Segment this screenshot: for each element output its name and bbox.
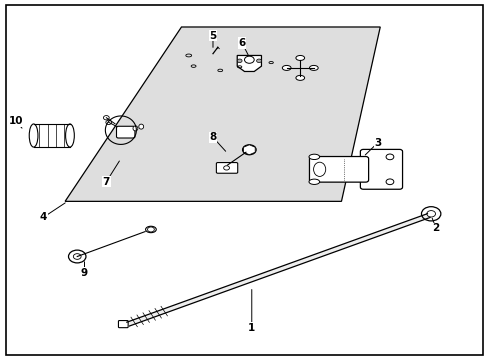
FancyBboxPatch shape (309, 157, 368, 182)
Polygon shape (237, 55, 261, 72)
Circle shape (256, 59, 261, 63)
FancyBboxPatch shape (216, 163, 237, 173)
Polygon shape (126, 214, 429, 326)
Polygon shape (65, 27, 380, 201)
Ellipse shape (308, 154, 319, 159)
Ellipse shape (295, 55, 304, 60)
FancyBboxPatch shape (116, 126, 135, 138)
Ellipse shape (309, 66, 318, 71)
Text: 4: 4 (40, 212, 47, 222)
Ellipse shape (282, 66, 290, 71)
Polygon shape (243, 145, 255, 155)
Text: 7: 7 (102, 177, 110, 187)
Ellipse shape (65, 124, 74, 147)
Ellipse shape (139, 124, 143, 129)
Text: 2: 2 (431, 223, 439, 233)
FancyBboxPatch shape (360, 149, 402, 189)
Text: 3: 3 (373, 138, 381, 148)
Text: 6: 6 (238, 38, 245, 48)
Text: 8: 8 (209, 132, 216, 142)
FancyBboxPatch shape (118, 320, 128, 328)
Ellipse shape (29, 124, 38, 147)
Circle shape (237, 59, 242, 63)
Text: 10: 10 (8, 116, 23, 126)
Ellipse shape (133, 126, 138, 131)
Ellipse shape (308, 179, 319, 184)
Text: 1: 1 (247, 323, 255, 333)
Ellipse shape (145, 226, 156, 233)
Text: 9: 9 (81, 267, 88, 278)
Text: 5: 5 (209, 31, 216, 41)
Circle shape (105, 120, 111, 125)
Circle shape (103, 116, 109, 120)
Ellipse shape (295, 75, 304, 80)
